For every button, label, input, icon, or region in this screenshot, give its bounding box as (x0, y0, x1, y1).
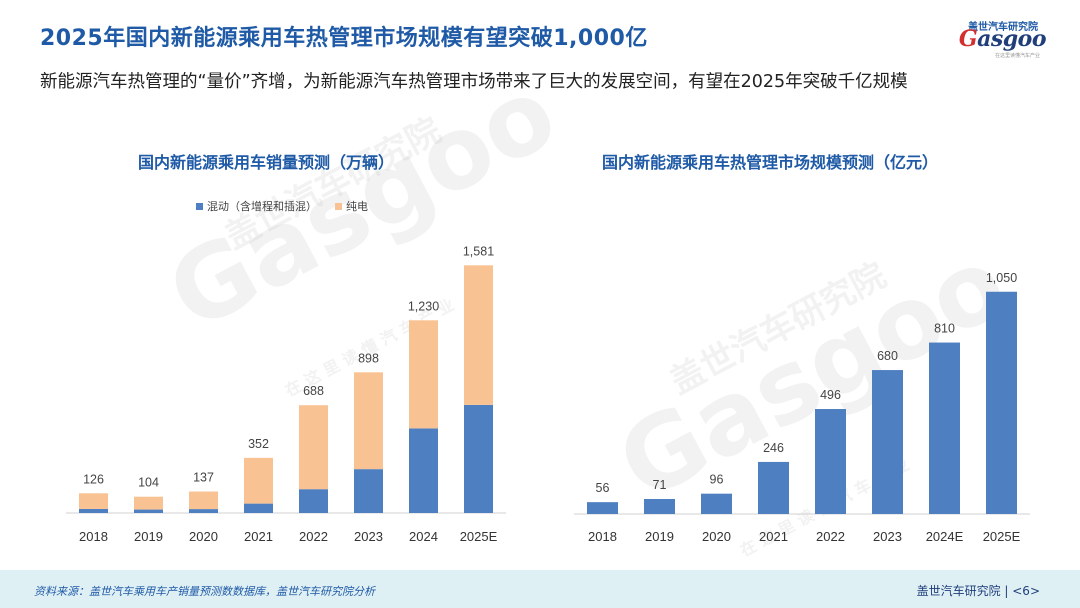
page-title: 2025年国内新能源乘用车热管理市场规模有望突破1,000亿 (40, 26, 648, 51)
chart2-x-tick-2022: 2022 (816, 529, 845, 544)
chart1-bar-hybrid-2021 (244, 503, 273, 513)
chart2-x-tick-2018: 2018 (588, 529, 617, 544)
chart2-x-tick-2019: 2019 (645, 529, 674, 544)
chart2-bar-2019 (644, 498, 675, 514)
chart1-bar-bev-2019 (134, 496, 163, 510)
legend-item-bev: 纯电 (335, 198, 368, 214)
chart1-x-tick-2023: 2023 (354, 529, 383, 544)
chart1-total-label-2023: 898 (358, 351, 379, 365)
chart1-x-tick-2021: 2021 (244, 529, 273, 544)
chart1-x-tick-2025E: 2025E (460, 529, 498, 544)
chart1-total-label-2022: 688 (303, 384, 324, 398)
chart2-bar-2018 (587, 502, 618, 514)
chart2-title: 国内新能源乘用车热管理市场规模预测（亿元） (602, 153, 939, 172)
chart2-x-tick-2025E: 2025E (983, 529, 1021, 544)
chart1-total-label-2021: 352 (248, 437, 269, 451)
chart1-title: 国内新能源乘用车销量预测（万辆） (138, 153, 395, 172)
chart2-bar-2024E (929, 342, 960, 514)
logo-tagline: 在这里读懂汽车产业 (994, 53, 1040, 59)
page-subtitle: 新能源汽车热管理的“量价”齐增，为新能源汽车热管理市场带来了巨大的发展空间，有望… (40, 72, 908, 92)
chart1-bar-hybrid-2018 (79, 508, 108, 513)
logo-cn: 盖世汽车研究院 (968, 22, 1038, 33)
chart2-bar-2022 (815, 409, 846, 514)
chart1-bar-hybrid-2020 (189, 509, 218, 513)
footer: 资料来源：盖世汽车乘用车产销量预测数数据库，盖世汽车研究院分析 盖世汽车研究院 … (0, 570, 1080, 608)
chart1-total-label-2024: 1,230 (408, 299, 439, 313)
chart1-bar-hybrid-2019 (134, 509, 163, 513)
chart1-total-label-2025E: 1,581 (463, 244, 494, 258)
chart1-bar-hybrid-2025E (464, 404, 493, 513)
chart1-bar-bev-2022 (299, 405, 328, 490)
chart2-value-label-2025E: 1,050 (986, 271, 1017, 285)
logo-en-first: G (958, 26, 978, 52)
footer-source: 资料来源：盖世汽车乘用车产销量预测数数据库，盖世汽车研究院分析 (34, 585, 375, 598)
chart1-total-label-2020: 137 (193, 471, 214, 485)
chart2-value-label-2019: 71 (653, 478, 667, 492)
chart2-bar-2025E (986, 291, 1017, 514)
chart1-total-label-2018: 126 (83, 472, 104, 486)
legend-swatch-hybrid (196, 202, 203, 210)
logo-en-rest: asgoo (977, 26, 1046, 52)
chart2-bar-2021 (758, 461, 789, 514)
chart2-value-label-2023: 680 (877, 349, 898, 363)
chart2-bar-2020 (701, 493, 732, 514)
chart2-value-label-2024E: 810 (934, 322, 955, 336)
chart2-bar-2023 (872, 370, 903, 514)
chart2-value-label-2022: 496 (820, 388, 841, 402)
chart1-bar-bev-2021 (244, 457, 273, 504)
chart1-bar-bev-2018 (79, 493, 108, 509)
logo-en: Gasgoo (958, 26, 1047, 52)
chart2-x-tick-2024E: 2024E (926, 529, 964, 544)
chart1-bar-bev-2024 (409, 320, 438, 429)
chart2-value-label-2020: 96 (710, 473, 724, 487)
chart1-legend: 混动（含增程和插混） 纯电 (196, 198, 386, 214)
chart1-bar-hybrid-2022 (299, 489, 328, 513)
chart2-x-tick-2023: 2023 (873, 529, 902, 544)
legend-label-hybrid: 混动（含增程和插混） (207, 200, 317, 213)
legend-item-hybrid: 混动（含增程和插混） (196, 198, 317, 214)
legend-label-bev: 纯电 (346, 200, 368, 213)
chart2-x-tick-2020: 2020 (702, 529, 731, 544)
chart2-value-label-2018: 56 (596, 481, 610, 495)
chart1-bar-bev-2020 (189, 491, 218, 510)
chart2-value-label-2021: 246 (763, 441, 784, 455)
chart1-total-label-2019: 104 (138, 476, 159, 490)
chart1-x-tick-2024: 2024 (409, 529, 438, 544)
chart1-bar-hybrid-2024 (409, 428, 438, 513)
chart1-x-tick-2020: 2020 (189, 529, 218, 544)
chart1-x-tick-2018: 2018 (79, 529, 108, 544)
chart1-bar-hybrid-2023 (354, 469, 383, 513)
chart2-x-tick-2021: 2021 (759, 529, 788, 544)
gasgoo-logo: 盖世汽车研究院 Gasgoo 在这里读懂汽车产业 (928, 18, 1047, 59)
footer-brand: 盖世汽车研究院 | <6> (916, 584, 1040, 598)
chart1-bar-bev-2025E (464, 265, 493, 405)
legend-swatch-bev (335, 202, 342, 210)
chart1-x-tick-2019: 2019 (134, 529, 163, 544)
chart1-x-tick-2022: 2022 (299, 529, 328, 544)
chart1-bar-bev-2023 (354, 372, 383, 470)
